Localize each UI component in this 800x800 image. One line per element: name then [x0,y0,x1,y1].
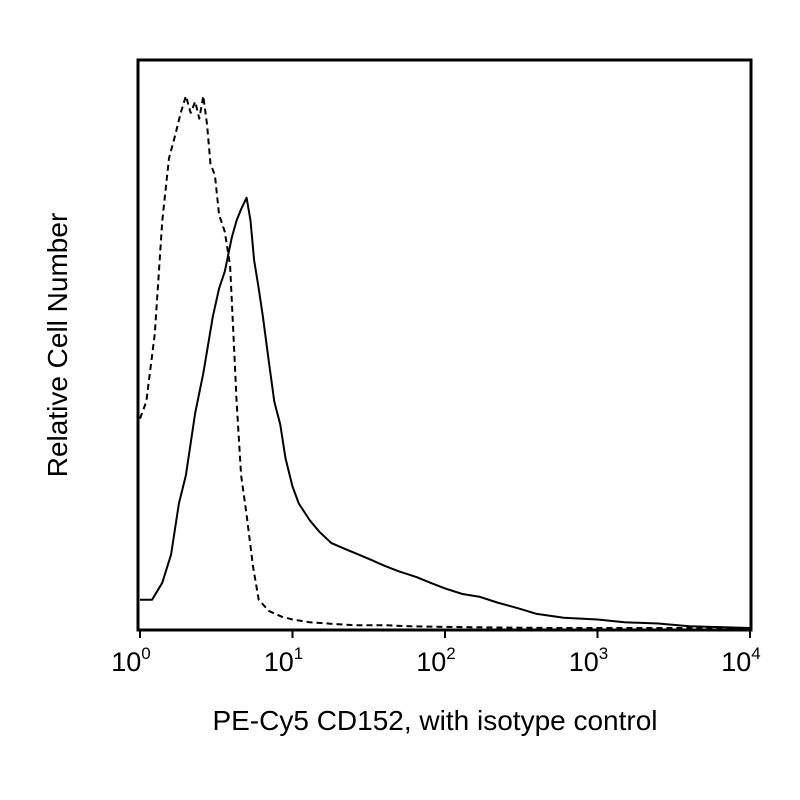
x-tick-label: 101 [264,644,304,677]
series-cd152-line [140,196,751,629]
x-tick-label: 103 [569,644,609,677]
plot-frame [136,58,753,632]
x-tick-label: 104 [721,644,761,677]
y-axis-label: Relative Cell Number [42,213,73,478]
series-isotype-control-line [139,95,750,629]
x-tick-label: 100 [111,644,151,677]
x-tick-layer: 100 101 102 103 104 [111,630,761,677]
series-layer [139,95,751,629]
x-tick-label: 102 [416,644,456,677]
x-axis-label: PE-Cy5 CD152, with isotype control [212,705,657,736]
